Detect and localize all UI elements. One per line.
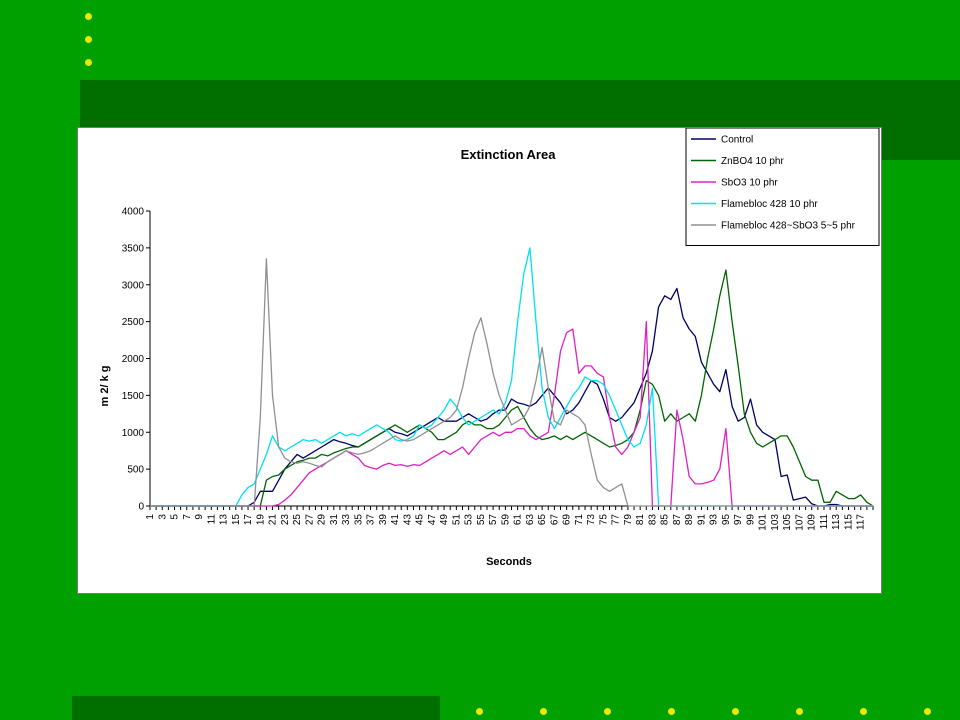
bullet-dot xyxy=(924,708,931,715)
x-tick-label: 13 xyxy=(219,514,230,526)
legend-box xyxy=(685,128,880,246)
bullet-dot xyxy=(860,708,867,715)
x-tick-label: 105 xyxy=(782,514,793,531)
legend-entry: Flamebloc 428 10 phr xyxy=(721,199,818,210)
x-tick-label: 1 xyxy=(145,514,156,520)
x-tick-label: 113 xyxy=(831,514,842,530)
x-tick-label: 89 xyxy=(684,514,695,526)
x-tick-label: 83 xyxy=(647,514,658,526)
x-tick-label: 99 xyxy=(745,514,756,526)
y-axis-label: m 2/ k g xyxy=(99,366,111,407)
series-line-3 xyxy=(150,320,873,507)
x-tick-label: 49 xyxy=(439,514,450,526)
x-tick-label: 9 xyxy=(194,514,205,520)
x-tick-label: 19 xyxy=(255,514,266,526)
y-tick-label: 0 xyxy=(138,502,144,513)
legend-entry: SbO3 10 phr xyxy=(721,178,778,189)
series-layer xyxy=(150,247,874,507)
x-tick-label: 11 xyxy=(206,514,217,525)
x-tick-label: 37 xyxy=(366,514,377,526)
bullet-dot xyxy=(732,708,739,715)
x-tick-label: 85 xyxy=(660,514,671,526)
x-tick-label: 31 xyxy=(329,514,340,526)
x-tick-label: 95 xyxy=(721,514,732,526)
x-axis-label: Seconds xyxy=(486,556,532,568)
bottom-band xyxy=(72,696,440,720)
series-line-4 xyxy=(150,247,873,507)
x-tick-label: 59 xyxy=(500,514,511,526)
x-tick-label: 87 xyxy=(672,514,683,526)
series-line-2 xyxy=(150,269,874,507)
x-tick-label: 23 xyxy=(280,514,291,526)
legend-entry: Control xyxy=(721,135,753,146)
x-tick-label: 91 xyxy=(696,514,707,526)
x-tick-label: 111 xyxy=(819,514,830,530)
chart-title: Extinction Area xyxy=(461,147,557,162)
y-tick-label: 3000 xyxy=(122,280,145,291)
x-tick-label: 67 xyxy=(549,514,560,526)
x-tick-label: 79 xyxy=(623,514,634,526)
x-tick-label: 55 xyxy=(476,514,487,526)
x-tick-label: 107 xyxy=(794,514,805,531)
x-tick-label: 117 xyxy=(856,514,867,530)
x-tick-label: 5 xyxy=(170,514,181,520)
x-tick-label: 3 xyxy=(157,514,168,520)
x-tick-label: 17 xyxy=(243,514,254,526)
legend-entry: ZnBO4 10 phr xyxy=(721,156,784,167)
bullet-dot xyxy=(540,708,547,715)
x-tick-label: 43 xyxy=(402,514,413,526)
x-tick-label: 15 xyxy=(231,514,242,526)
x-tick-label: 97 xyxy=(733,514,744,526)
bullet-dot xyxy=(604,708,611,715)
y-tick-label: 1000 xyxy=(122,428,145,439)
x-tick-label: 109 xyxy=(807,514,818,531)
y-tick-label: 500 xyxy=(127,465,144,476)
x-tick-label: 71 xyxy=(574,514,585,526)
bullet-dot xyxy=(796,708,803,715)
legend: Control ZnBO4 10 phr SbO3 10 phr Flamebloc … xyxy=(685,128,880,246)
x-tick-label: 41 xyxy=(390,514,401,526)
y-tick-label: 1500 xyxy=(122,391,145,402)
y-tick-label: 4000 xyxy=(122,207,145,218)
x-tick-label: 21 xyxy=(268,514,279,526)
bullet-dot xyxy=(476,708,483,715)
x-tick-label: 29 xyxy=(317,514,328,526)
x-tick-label: 27 xyxy=(304,514,315,526)
x-tick-label: 65 xyxy=(537,514,548,526)
x-tick-label: 69 xyxy=(562,514,573,526)
x-tick-label: 101 xyxy=(758,514,769,531)
x-tick-label: 25 xyxy=(292,514,303,526)
series-line-5 xyxy=(150,258,873,507)
bullet-dot xyxy=(85,36,92,43)
x-tick-label: 73 xyxy=(586,514,597,526)
x-tick-label: 51 xyxy=(451,514,462,526)
x-tick-label: 81 xyxy=(635,514,646,526)
x-tick-label: 45 xyxy=(415,514,426,526)
y-tick-label: 2000 xyxy=(122,354,145,365)
x-tick-label: 7 xyxy=(182,514,193,520)
x-tick-label: 39 xyxy=(378,514,389,526)
x-tick-label: 93 xyxy=(709,514,720,526)
x-tick-label: 115 xyxy=(843,514,854,530)
x-tick-label: 57 xyxy=(488,514,499,526)
x-tick-label: 33 xyxy=(341,514,352,526)
y-tick-label: 3500 xyxy=(122,243,145,254)
x-tick-label: 53 xyxy=(464,514,475,526)
y-tick-label: 2500 xyxy=(122,317,145,328)
bullet-dot xyxy=(85,59,92,66)
legend-entry: Flamebloc 428~SbO3 5~5 phr xyxy=(721,221,856,232)
chart-frame: Extinction Area m 2/ k g Seconds 0 500 100… xyxy=(77,127,882,594)
x-tick-label: 61 xyxy=(513,514,524,526)
x-tick-label: 47 xyxy=(427,514,438,526)
x-tick-label: 103 xyxy=(770,514,781,531)
x-tick-label: 63 xyxy=(525,514,536,526)
bullet-dot xyxy=(85,13,92,20)
x-tick-label: 75 xyxy=(598,514,609,526)
series-line-1 xyxy=(150,287,873,507)
bullet-dot xyxy=(668,708,675,715)
extinction-area-chart: Extinction Area m 2/ k g Seconds 0 500 100… xyxy=(99,128,880,568)
x-tick-label: 35 xyxy=(353,514,364,526)
x-tick-label: 77 xyxy=(611,514,622,526)
